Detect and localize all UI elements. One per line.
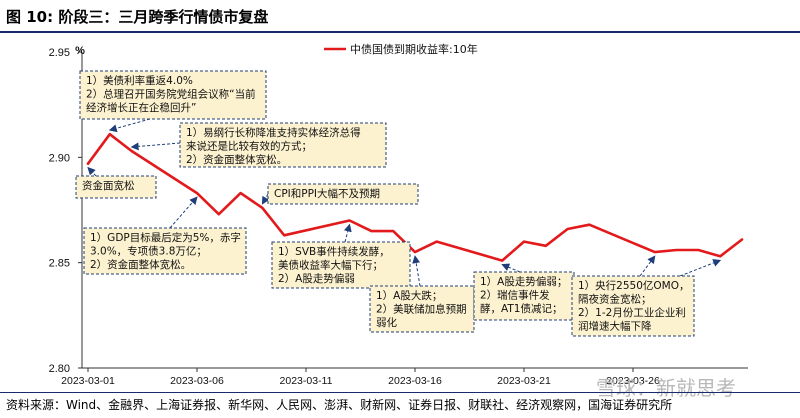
annotation-arrow: [169, 196, 198, 229]
annotation-frame: [369, 285, 475, 333]
annotation-text: 酵，AT1债减记；: [480, 302, 562, 315]
x-tick-label: 2023-03-21: [497, 375, 551, 387]
annotation-text: 1）A股走势偏弱；: [480, 275, 567, 288]
x-tick-label: 2023-03-26: [606, 375, 660, 387]
annotation-text: 2）A股走势偏弱: [278, 272, 355, 285]
figure-title: 图 10: 阶段三：三月跨季行情债市复盘: [6, 8, 269, 26]
annotation-frame: [83, 227, 247, 275]
annotation-text: 2）总理召开国务院党组会议称“当前: [86, 88, 256, 101]
y-axis-unit: %: [75, 45, 85, 57]
annotation-arrow: [343, 223, 352, 243]
annotation-text: 美债收益率大幅下行；: [278, 259, 383, 272]
y-tick-label: 2.90: [49, 152, 70, 164]
annotation-frame: [267, 183, 419, 205]
annotation-frame: [473, 271, 575, 321]
annotation-arrow: [87, 166, 97, 177]
watermark-text: 雪球：新就思考: [596, 376, 736, 400]
annotation-frame: [571, 275, 695, 337]
annotation-text: 2）美联储加息预期: [376, 303, 467, 316]
annotation-box: 1）GDP目标最后定为5%，赤字3.0%，专项债3.8万亿；2）资金面整体宽松。: [83, 227, 247, 275]
annotation-text: 2）1-2月份工业企业利: [578, 306, 686, 319]
title-rule: [0, 31, 800, 33]
annotation-text: 经济增长正在企稳回升”: [86, 101, 196, 114]
y-tick-label: 2.80: [49, 363, 70, 375]
annotation-arrow: [412, 255, 421, 287]
annotation-frame: [179, 122, 387, 168]
annotation-arrow: [501, 263, 521, 273]
annotation-arrow: [679, 259, 722, 277]
y-tick-label: 2.95: [49, 47, 70, 59]
annotation-box: 1）SVB事件持续发酵，美债收益率大幅下行；2）A股走势偏弱: [271, 241, 411, 289]
annotation-text: 1）央行2550亿OMO，: [578, 279, 690, 292]
figure-header: 图 10: 阶段三：三月跨季行情债市复盘: [0, 0, 800, 30]
annotation-arrow: [261, 193, 270, 205]
annotation-text: CPI和PPI大幅不及预期: [274, 187, 380, 200]
annotation-frame: [79, 70, 267, 120]
annotation-text: 1）易纲行长称降准支持实体经济总得: [186, 126, 361, 139]
annotation-text: 2）瑞信事件发: [480, 289, 550, 302]
x-tick-label: 2023-03-06: [170, 375, 224, 387]
annotation-text: 1）SVB事件持续发酵，: [278, 245, 390, 258]
annotation-arrow: [108, 118, 151, 133]
annotation-text: 弱化: [376, 316, 397, 329]
annotation-box: CPI和PPI大幅不及预期: [267, 183, 419, 205]
annotation-frame: [271, 241, 411, 289]
annotation-text: 1）GDP目标最后定为5%，赤字: [90, 231, 241, 244]
annotation-box: 资金面宽松: [75, 175, 157, 199]
annotation-text: 隔夜资金宽松；: [578, 293, 652, 306]
x-tick-label: 2023-03-01: [61, 375, 115, 387]
annotation-text: 1）A股大跌；: [376, 289, 442, 302]
annotation-text: 1）美债利率重返4.0%: [86, 74, 193, 87]
annotation-text: 来说还是比较有效的方式；: [186, 140, 312, 153]
annotation-frame: [75, 175, 157, 199]
legend-label: 中债国债到期收益率:10年: [350, 42, 478, 56]
x-tick-label: 2023-03-16: [388, 375, 442, 387]
annotation-text: 资金面宽松: [82, 179, 135, 192]
x-tick-label: 2023-03-11: [280, 375, 333, 387]
annotation-arrow: [639, 255, 656, 277]
annotation-text: 润增速大幅下降: [578, 320, 652, 333]
annotation-text: 2）资金面整体宽松。: [186, 153, 287, 166]
annotation-arrow: [130, 142, 181, 151]
annotation-text: 2）资金面整体宽松。: [90, 258, 191, 271]
bottom-rule: [0, 392, 800, 393]
annotation-text: 3.0%，专项债3.8万亿；: [90, 245, 207, 258]
y-tick-label: 2.85: [49, 258, 70, 270]
source-note: 资料来源：Wind、金融界、上海证券报、新华网、人民网、澎湃、财新网、证券日报、…: [6, 398, 673, 412]
